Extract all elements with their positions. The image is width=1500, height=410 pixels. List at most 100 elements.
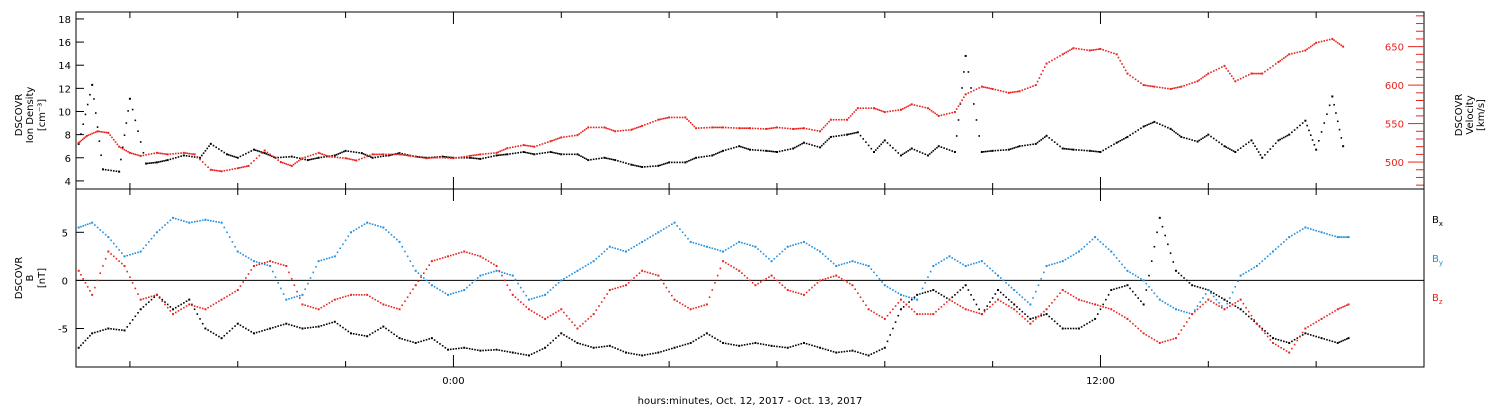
density-point <box>1126 135 1129 138</box>
velocity-point <box>1029 86 1032 88</box>
by-point <box>1016 291 1018 294</box>
bx-point <box>112 328 115 330</box>
density-point <box>1288 133 1291 136</box>
density-point <box>360 152 363 155</box>
velocity-point <box>609 128 611 131</box>
velocity-point <box>353 159 356 161</box>
density-point <box>191 155 193 158</box>
velocity-point <box>207 166 209 168</box>
bx-point <box>989 301 991 303</box>
velocity-point <box>984 86 987 89</box>
velocity-point <box>573 134 576 137</box>
bx-point <box>1323 338 1326 340</box>
density-point <box>1299 124 1301 127</box>
velocity-point <box>747 127 750 130</box>
by-point <box>349 231 352 234</box>
by-point <box>730 245 732 248</box>
by-point <box>644 239 646 242</box>
bz-point <box>333 298 336 301</box>
bz-point <box>263 261 266 264</box>
velocity-point <box>447 157 449 159</box>
bx-point <box>417 341 420 343</box>
by-point <box>665 226 668 229</box>
bx-point <box>1008 298 1010 301</box>
density-point <box>98 140 101 142</box>
by-point <box>1172 306 1175 309</box>
density-point <box>1129 134 1131 137</box>
velocity-point <box>166 153 169 156</box>
density-point <box>1215 139 1218 142</box>
velocity-point <box>272 155 274 158</box>
bx-point <box>525 354 528 356</box>
by-point <box>509 273 511 276</box>
bx-point <box>1320 337 1323 340</box>
velocity-point <box>816 129 819 132</box>
velocity-point <box>87 134 90 136</box>
bx-point <box>1202 287 1204 290</box>
by-point <box>875 274 878 277</box>
bz-point <box>1261 329 1264 331</box>
velocity-point <box>1121 63 1123 65</box>
bx-point <box>630 352 633 355</box>
velocity-point <box>1311 44 1314 47</box>
bx-point <box>943 295 945 298</box>
by-point <box>1094 236 1097 239</box>
velocity-point <box>1203 75 1206 77</box>
velocity-point <box>497 151 500 153</box>
by-point <box>1247 269 1250 272</box>
velocity-point <box>526 144 528 147</box>
bz-point <box>479 255 482 258</box>
bz-point <box>873 311 875 314</box>
velocity-point <box>346 157 349 160</box>
bz-point <box>919 313 921 315</box>
velocity-point <box>862 107 865 109</box>
velocity-point <box>493 152 495 154</box>
density-point <box>1153 120 1156 123</box>
density-point <box>470 157 473 159</box>
bz-point <box>1145 334 1148 336</box>
velocity-point <box>468 154 471 157</box>
density-point <box>389 154 392 156</box>
velocity-point <box>1167 87 1169 90</box>
velocity-point <box>603 126 606 129</box>
density-point <box>325 155 328 158</box>
density-point <box>504 153 507 156</box>
velocity-point <box>740 127 742 130</box>
density-point <box>1134 130 1137 133</box>
bz-point <box>99 272 102 274</box>
bx-point <box>789 346 792 348</box>
density-point <box>212 144 215 147</box>
density-point <box>396 152 399 155</box>
bx-point <box>527 354 530 357</box>
density-point <box>341 151 343 154</box>
velocity-point <box>781 127 784 129</box>
velocity-point <box>1153 85 1156 88</box>
bz-point <box>409 292 412 295</box>
bz-point <box>913 310 916 313</box>
density-point <box>1309 134 1312 137</box>
density-point <box>940 146 943 148</box>
velocity-ylabel-line3: [km/s] <box>1476 99 1487 131</box>
velocity-point <box>639 125 642 128</box>
velocity-point <box>504 148 507 150</box>
bx-point <box>231 327 234 330</box>
by-point <box>757 248 759 250</box>
bx-point <box>312 326 315 329</box>
velocity-point <box>799 127 802 130</box>
velocity-point <box>1142 84 1145 87</box>
density-point <box>298 157 301 160</box>
bx-point <box>899 308 902 311</box>
by-point <box>1307 227 1309 230</box>
density-point <box>529 152 532 155</box>
velocity-point <box>849 115 852 117</box>
by-point <box>1266 255 1269 258</box>
density-point <box>218 148 220 150</box>
bx-point <box>458 347 460 350</box>
density-point <box>899 154 902 157</box>
velocity-point <box>1009 91 1012 94</box>
bx-point <box>169 306 172 308</box>
velocity-point <box>919 105 921 108</box>
bz-point <box>582 322 584 325</box>
density-point <box>1002 149 1005 151</box>
density-point <box>703 155 705 158</box>
